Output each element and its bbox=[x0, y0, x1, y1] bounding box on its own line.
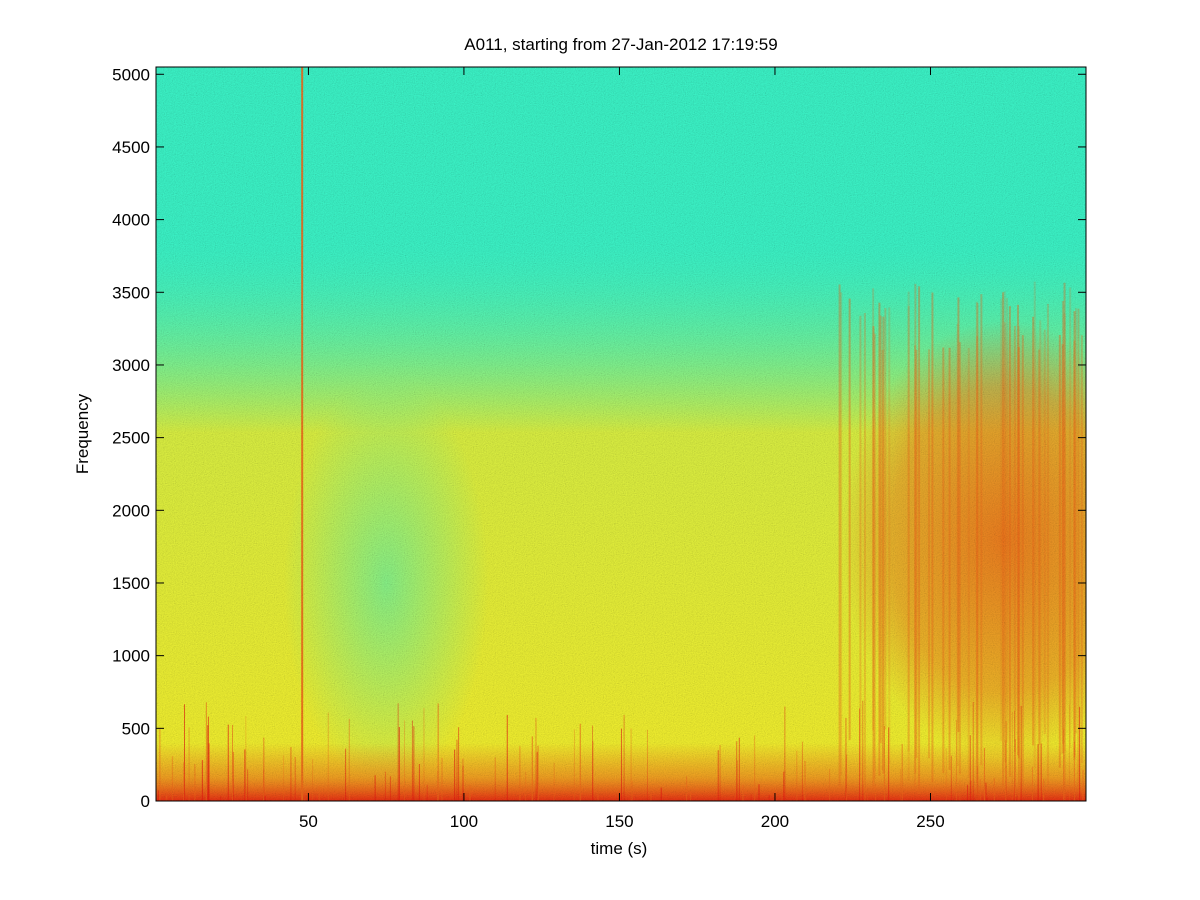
y-tick-label: 0 bbox=[141, 792, 150, 811]
transient-streaks bbox=[157, 281, 1084, 801]
y-tick-label: 2000 bbox=[112, 501, 150, 520]
noise-overlay bbox=[156, 67, 1086, 801]
y-tick-label: 3500 bbox=[112, 283, 150, 302]
y-tick-label: 4000 bbox=[112, 211, 150, 230]
y-tick-label: 4500 bbox=[112, 138, 150, 157]
y-tick-label: 2500 bbox=[112, 429, 150, 448]
y-axis-label: Frequency bbox=[73, 393, 92, 474]
y-axis: 0 500 1000 1500 2000 2500 3000 3500 4000 4500 5000 bbox=[112, 65, 1086, 811]
y-tick-label: 500 bbox=[122, 719, 150, 738]
y-tick-label: 1500 bbox=[112, 574, 150, 593]
plot-frame bbox=[155, 66, 1087, 802]
chart-title: A011, starting from 27-Jan-2012 17:19:59 bbox=[464, 35, 777, 54]
x-tick-label: 50 bbox=[299, 812, 318, 831]
y-tick-label: 5000 bbox=[112, 65, 150, 84]
y-tick-label: 3000 bbox=[112, 356, 150, 375]
x-tick-label: 150 bbox=[605, 812, 633, 831]
x-axis-label: time (s) bbox=[591, 839, 648, 858]
x-tick-label: 200 bbox=[761, 812, 789, 831]
spectrogram-heatmap bbox=[156, 67, 1086, 801]
x-tick-label: 100 bbox=[450, 812, 478, 831]
y-tick-label: 1000 bbox=[112, 647, 150, 666]
low-energy-patch bbox=[283, 377, 489, 789]
high-energy-region bbox=[841, 320, 1086, 759]
x-axis: 50 100 150 200 250 bbox=[299, 67, 945, 831]
x-tick-label: 250 bbox=[916, 812, 944, 831]
